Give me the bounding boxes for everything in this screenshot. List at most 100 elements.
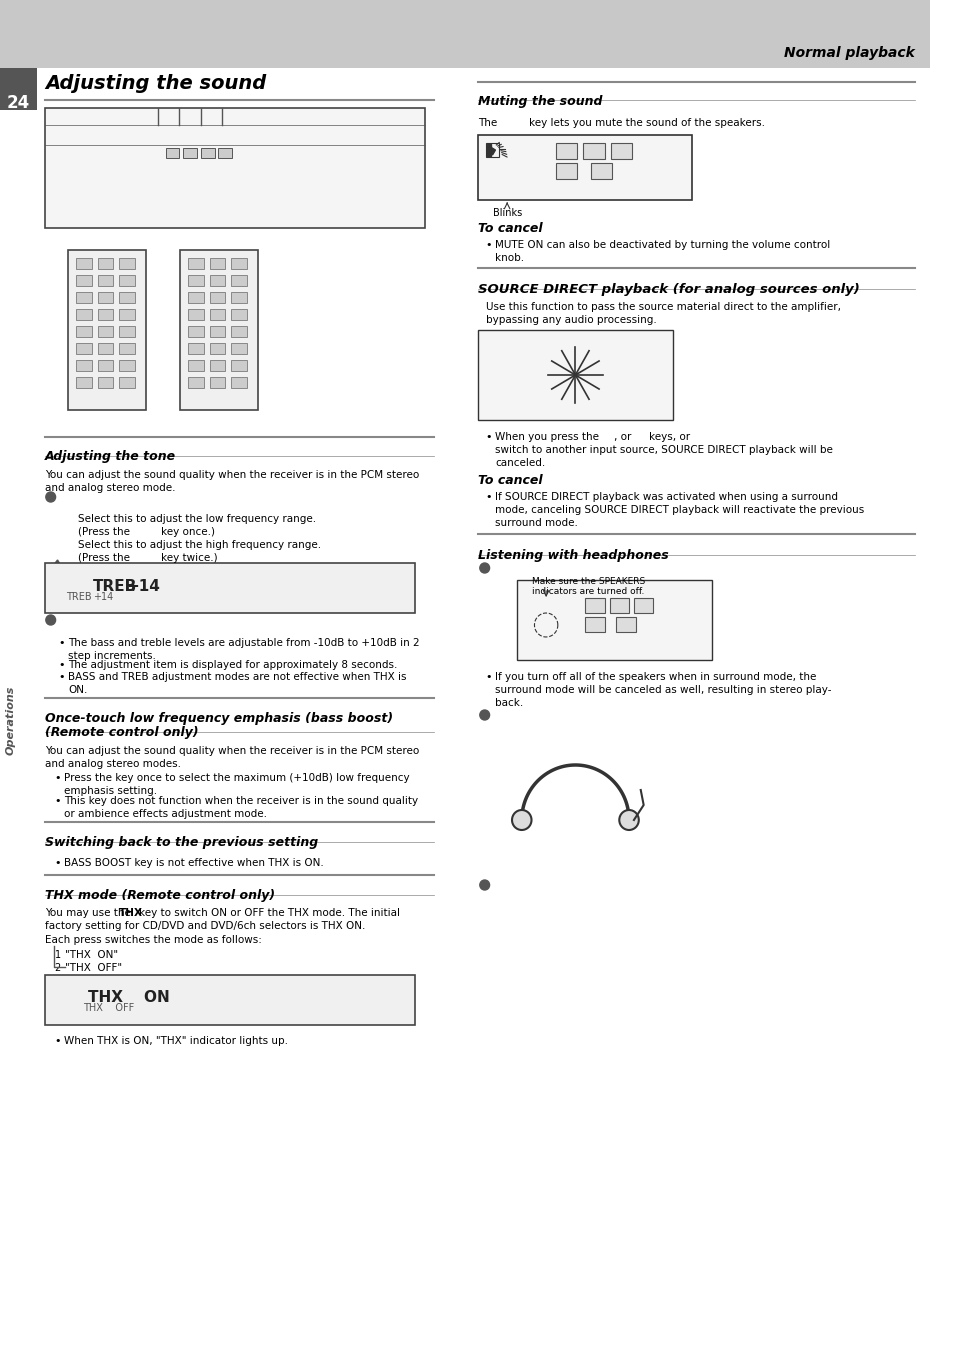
Text: BASS BOOST key is not effective when THX is ON.: BASS BOOST key is not effective when THX… [64, 858, 324, 867]
Text: •: • [54, 796, 61, 807]
Text: surround mode will be canceled as well, resulting in stereo play-: surround mode will be canceled as well, … [495, 685, 831, 694]
Bar [188, 343, 204, 354]
Circle shape [275, 138, 318, 182]
Text: 2: 2 [47, 621, 52, 631]
Bar [97, 359, 113, 372]
Text: •: • [54, 773, 61, 784]
Bar [76, 343, 91, 354]
Text: Listening with headphones: Listening with headphones [477, 549, 668, 562]
Bar [210, 292, 225, 303]
Bar [188, 377, 204, 388]
Text: +14: +14 [127, 580, 160, 594]
Bar [231, 343, 247, 354]
Circle shape [46, 492, 55, 503]
Text: knob.: knob. [495, 253, 524, 263]
Text: Operations: Operations [6, 685, 15, 755]
Bar [231, 258, 247, 269]
Bar [69, 250, 146, 409]
Polygon shape [51, 979, 53, 1012]
Text: 3: 3 [480, 888, 486, 896]
Text: (Remote control only): (Remote control only) [45, 725, 198, 739]
Bar [218, 149, 232, 158]
Bar [477, 135, 692, 200]
Text: back.: back. [495, 698, 523, 708]
Bar [119, 258, 134, 269]
Text: (Press the: (Press the [78, 527, 130, 536]
Bar [231, 309, 247, 320]
Text: or ambience effects adjustment mode.: or ambience effects adjustment mode. [64, 809, 267, 819]
Text: SOURCE DIRECT playback (for analog sources only): SOURCE DIRECT playback (for analog sourc… [477, 282, 859, 296]
Bar [188, 309, 204, 320]
Text: canceled.: canceled. [495, 458, 545, 467]
Text: Muting the sound: Muting the sound [477, 95, 601, 108]
Bar [556, 143, 577, 159]
Text: and analog stereo mode.: and analog stereo mode. [45, 484, 175, 493]
Polygon shape [486, 145, 490, 155]
Bar [183, 149, 197, 158]
Bar [582, 143, 604, 159]
Polygon shape [541, 621, 544, 630]
Bar [76, 359, 91, 372]
Bar [119, 343, 134, 354]
Polygon shape [51, 567, 53, 600]
Bar [45, 563, 415, 613]
Bar [97, 276, 113, 286]
Text: BASS and TREB adjustment modes are not effective when THX is: BASS and TREB adjustment modes are not e… [69, 671, 406, 682]
Bar [76, 292, 91, 303]
Bar [210, 326, 225, 336]
Bar [231, 292, 247, 303]
Text: 2: 2 [480, 717, 486, 725]
Bar [119, 276, 134, 286]
Circle shape [479, 880, 489, 890]
Bar [210, 258, 225, 269]
Bar [76, 326, 91, 336]
Bar [119, 309, 134, 320]
Bar [633, 598, 653, 613]
Text: You can adjust the sound quality when the receiver is in the PCM stereo: You can adjust the sound quality when th… [45, 470, 418, 480]
Bar [45, 975, 415, 1025]
Circle shape [95, 317, 119, 342]
Text: THX: THX [119, 908, 143, 917]
Text: •: • [485, 432, 492, 442]
Bar [610, 143, 631, 159]
Text: •: • [58, 638, 65, 648]
Bar [584, 598, 604, 613]
Text: •: • [58, 671, 65, 682]
Bar [119, 377, 134, 388]
Bar [97, 377, 113, 388]
Bar [201, 149, 214, 158]
Text: mode, canceling SOURCE DIRECT playback will reactivate the previous: mode, canceling SOURCE DIRECT playback w… [495, 505, 863, 515]
Text: When THX is ON, "THX" indicator lights up.: When THX is ON, "THX" indicator lights u… [64, 1036, 288, 1046]
Text: key lets you mute the sound of the speakers.: key lets you mute the sound of the speak… [528, 118, 763, 128]
Bar [231, 377, 247, 388]
Bar [188, 326, 204, 336]
Bar [210, 377, 225, 388]
Bar [477, 330, 672, 420]
Bar [591, 163, 612, 178]
Text: 1: 1 [480, 570, 486, 580]
Text: •: • [58, 661, 65, 670]
Text: When you press the: When you press the [495, 432, 598, 442]
Bar [97, 343, 113, 354]
Bar [231, 359, 247, 372]
Text: 1: 1 [47, 499, 52, 508]
Text: Once-touch low frequency emphasis (bass boost): Once-touch low frequency emphasis (bass … [45, 712, 393, 725]
Bar [302, 979, 409, 994]
Text: factory setting for CD/DVD and DVD/6ch selectors is THX ON.: factory setting for CD/DVD and DVD/6ch s… [45, 921, 365, 931]
Bar [188, 276, 204, 286]
Bar [210, 276, 225, 286]
Text: You can adjust the sound quality when the receiver is in the PCM stereo: You can adjust the sound quality when th… [45, 746, 418, 757]
Text: The: The [477, 118, 497, 128]
Circle shape [289, 151, 306, 169]
Bar [97, 292, 113, 303]
Circle shape [512, 811, 531, 830]
Circle shape [46, 615, 55, 626]
Bar [180, 250, 258, 409]
Bar [584, 617, 604, 632]
Bar [119, 292, 134, 303]
Text: step increments.: step increments. [69, 651, 156, 661]
Text: TREB: TREB [92, 580, 137, 594]
Text: •: • [485, 240, 492, 250]
Text: Normal playback: Normal playback [783, 46, 914, 59]
Bar [231, 276, 247, 286]
